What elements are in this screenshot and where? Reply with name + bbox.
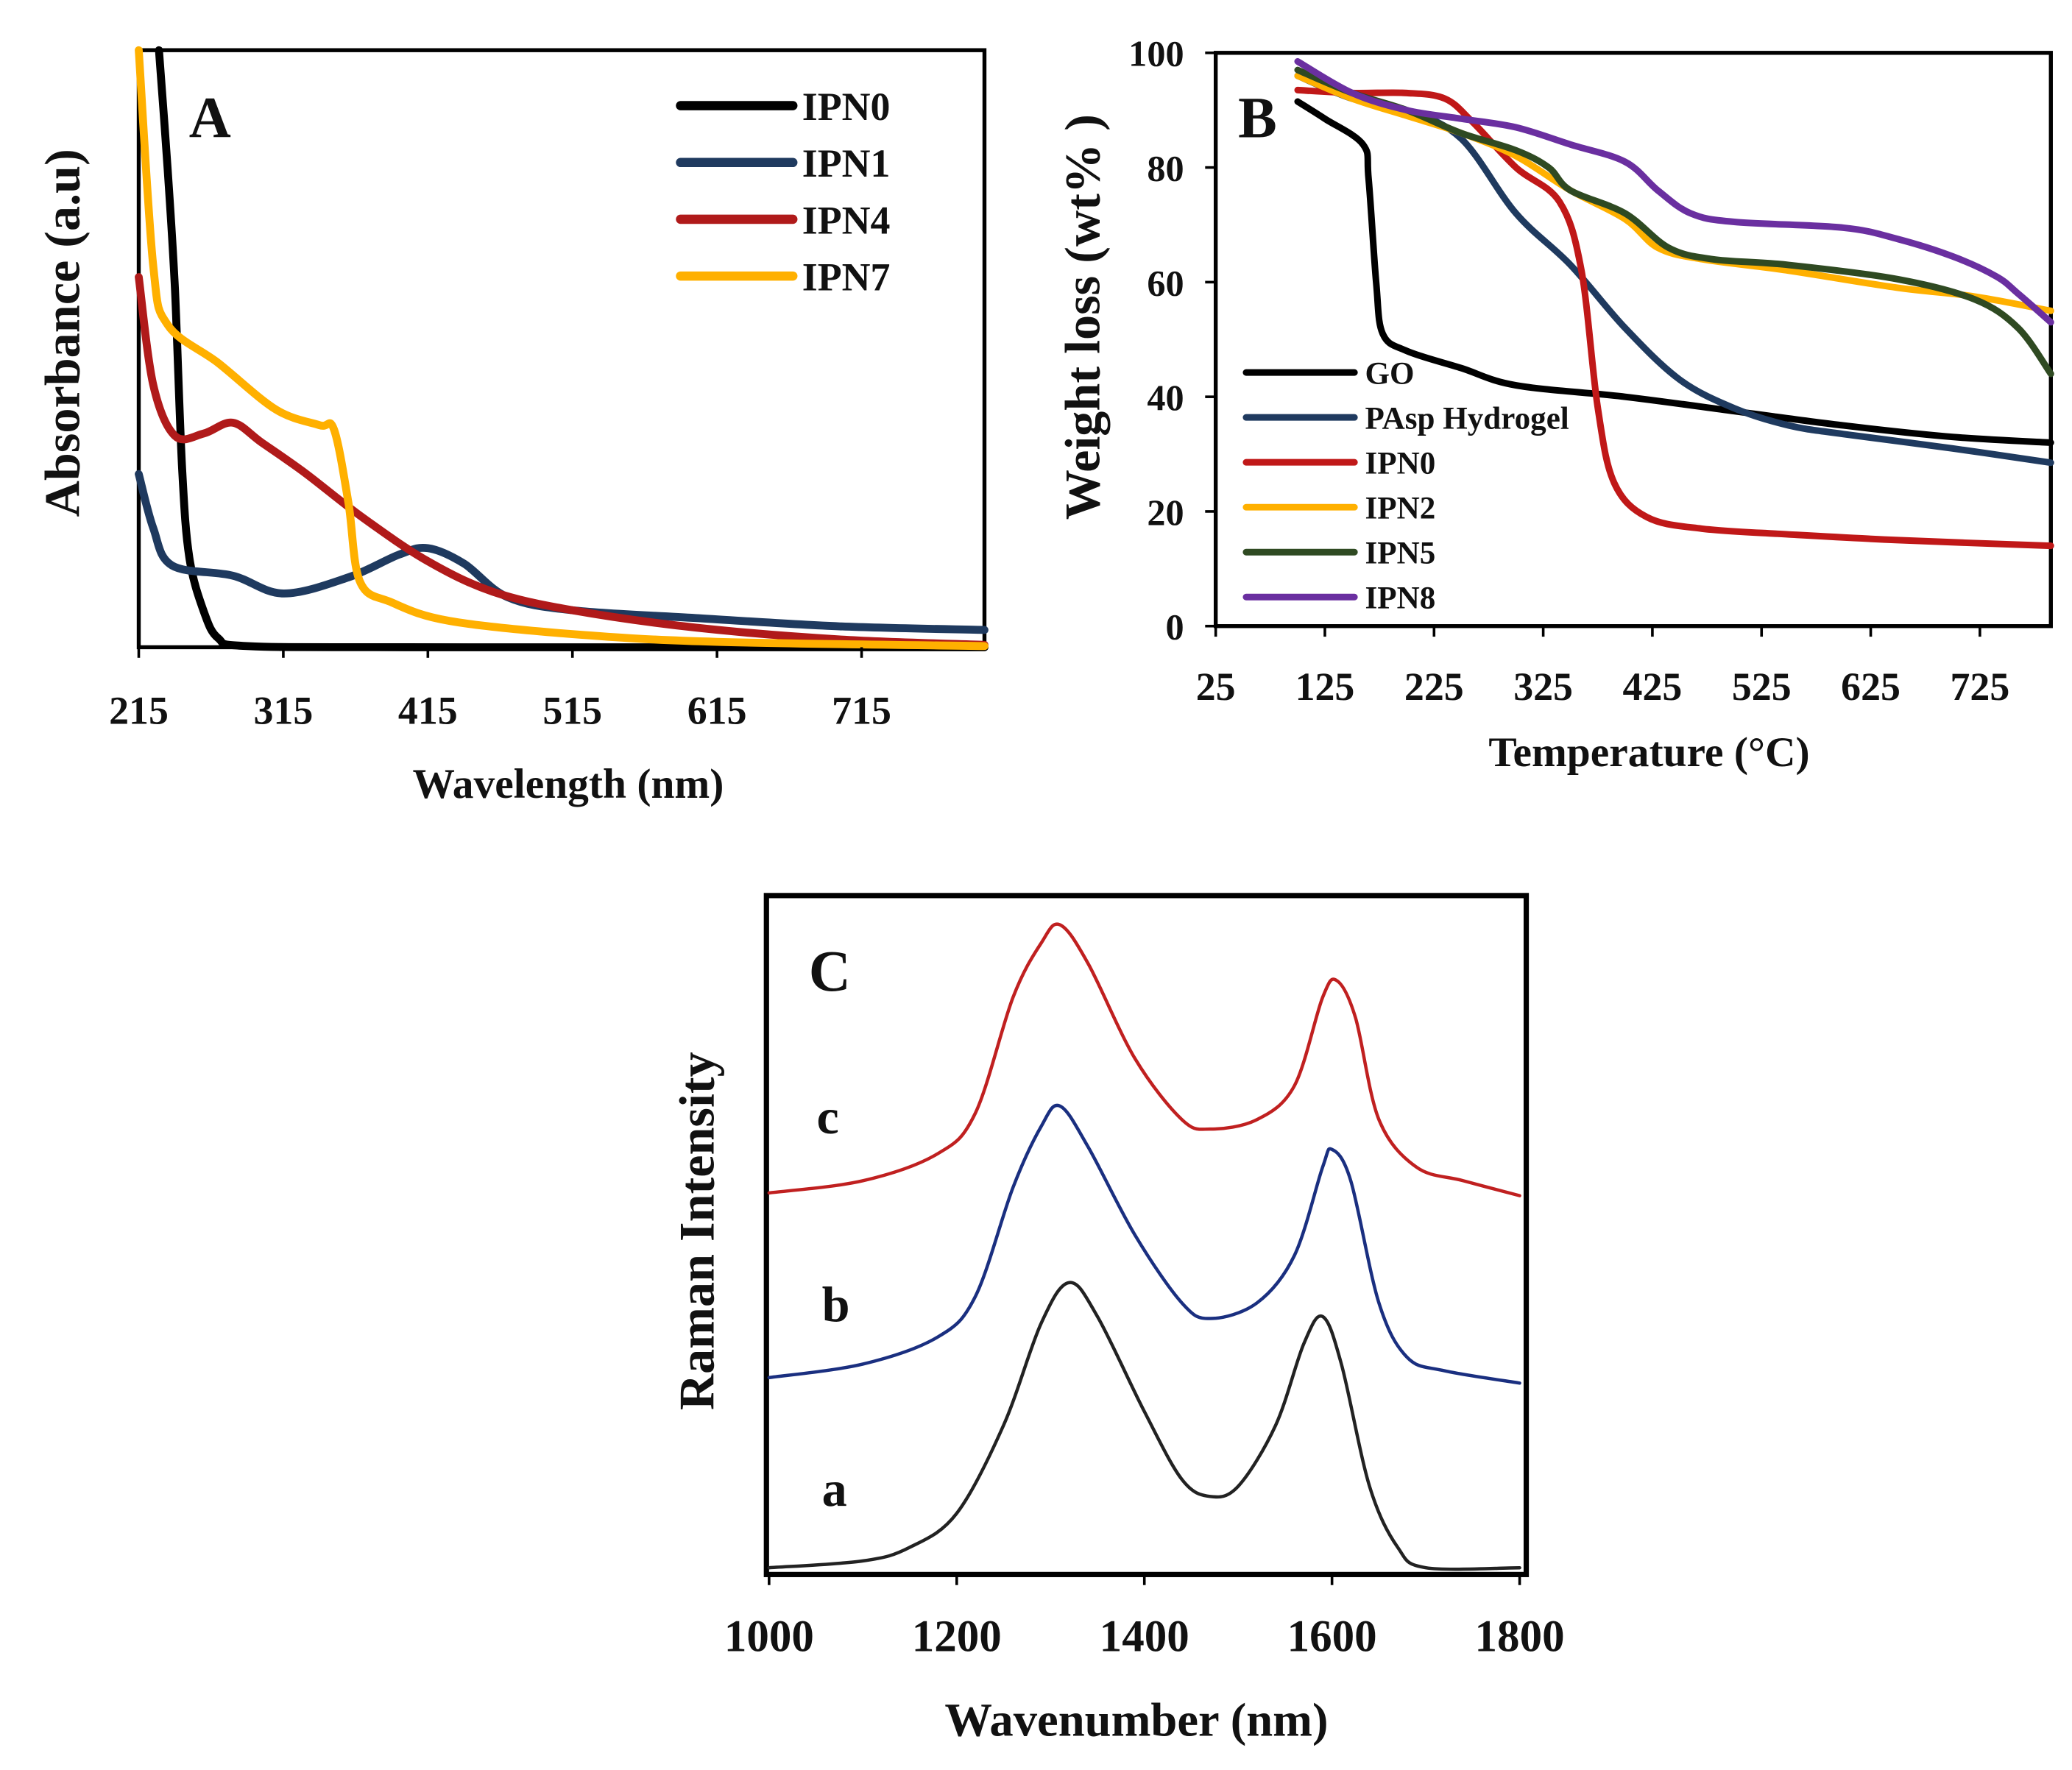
panel-a-frame: [136, 48, 987, 650]
legend-label: IPN7: [802, 255, 891, 299]
x-tick-label: 425: [1623, 665, 1683, 709]
y-tick-label: 20: [1147, 492, 1184, 533]
series-line-go: [1294, 98, 2054, 446]
legend-label: IPN4: [802, 198, 891, 242]
y-tick-label: 100: [1128, 33, 1184, 74]
x-tick-label: 625: [1841, 665, 1900, 709]
x-tick-label: 1600: [1287, 1612, 1377, 1661]
series-label-c: c: [816, 1088, 838, 1144]
x-tick-label: 515: [542, 689, 602, 733]
legend-label: IPN0: [802, 85, 891, 129]
x-tick-label: 125: [1295, 665, 1355, 709]
legend-item: IPN5: [1242, 537, 1436, 571]
panel-b-ylabel: Weight loss (wt% ): [1055, 114, 1111, 520]
legend-label: IPN5: [1365, 537, 1436, 571]
x-tick-label: 725: [1950, 665, 2009, 709]
y-tick-label: 60: [1147, 262, 1184, 303]
legend-item: IPN1: [676, 141, 891, 185]
legend-item: IPN0: [1242, 447, 1436, 481]
x-tick-label: 1800: [1475, 1612, 1565, 1661]
legend-item: IPN8: [1242, 581, 1436, 616]
x-tick-label: 225: [1404, 665, 1464, 709]
x-tick-label: 1200: [912, 1612, 1002, 1661]
x-tick-label: 315: [254, 689, 314, 733]
panel-c: C Raman Intensity Wavenumber (nm) a b c …: [668, 893, 1565, 1746]
x-tick-label: 615: [687, 689, 747, 733]
series-line-ipn4: [135, 273, 989, 649]
panel-c-xlabel: Wavenumber (nm): [944, 1693, 1328, 1746]
legend-label: GO: [1365, 357, 1415, 392]
panel-a-xlabel: Wavelength (nm): [413, 761, 724, 807]
series-line-b: [767, 1103, 1521, 1385]
x-tick-label: 1000: [724, 1612, 814, 1661]
panel-a: A Absorbance (a.u) Wavelength (nm) 215 31…: [35, 46, 989, 807]
legend-item: IPN2: [1242, 492, 1436, 526]
panel-b-frame: [1213, 51, 2053, 629]
x-tick-label: 25: [1196, 665, 1236, 709]
x-tick-label: 1400: [1100, 1612, 1189, 1661]
legend-label: IPN8: [1365, 581, 1436, 616]
series-line-ipn1: [135, 470, 989, 634]
panel-b: B Weight loss (wt% ) Temperature (°C) 25…: [1055, 33, 2054, 776]
series-line-a: [767, 1281, 1521, 1571]
panel-c-letter: C: [809, 940, 851, 1004]
legend-label: IPN2: [1365, 492, 1436, 526]
series-line-ipn0: [1294, 86, 2054, 550]
panel-c-frame: [763, 893, 1530, 1577]
y-tick-label: 80: [1147, 148, 1184, 189]
series-label-b: b: [822, 1276, 850, 1332]
x-tick-label: 325: [1513, 665, 1573, 709]
panel-c-ylabel: Raman Intensity: [668, 1052, 724, 1410]
legend-label: PAsp Hydrogel: [1365, 402, 1569, 436]
legend-item: IPN0: [676, 85, 891, 129]
x-tick-label: 415: [398, 689, 458, 733]
legend-item: IPN4: [676, 198, 891, 242]
series-line-ipn5: [1294, 66, 2054, 378]
series-line-ipn8: [1294, 57, 2054, 326]
series-line-c: [767, 922, 1521, 1197]
panel-a-ylabel: Absorbance (a.u): [35, 149, 91, 517]
legend-item: IPN7: [676, 255, 891, 299]
series-line-ipn0: [155, 46, 989, 651]
x-tick-label: 715: [832, 689, 891, 733]
series-line-ipn2: [1294, 72, 2054, 314]
legend-item: GO: [1242, 357, 1415, 392]
panel-a-letter: A: [189, 87, 231, 151]
x-tick-label: 525: [1732, 665, 1792, 709]
panel-b-letter: B: [1238, 87, 1277, 151]
legend-label: IPN1: [802, 141, 891, 185]
series-label-a: a: [822, 1461, 847, 1517]
y-tick-label: 0: [1165, 606, 1184, 648]
y-tick-label: 40: [1147, 377, 1184, 418]
legend-label: IPN0: [1365, 447, 1436, 481]
x-tick-label: 215: [109, 689, 169, 733]
legend-item: PAsp Hydrogel: [1242, 402, 1569, 436]
panel-b-xlabel: Temperature (°C): [1488, 729, 1809, 776]
series-line-ipn7: [135, 46, 989, 651]
